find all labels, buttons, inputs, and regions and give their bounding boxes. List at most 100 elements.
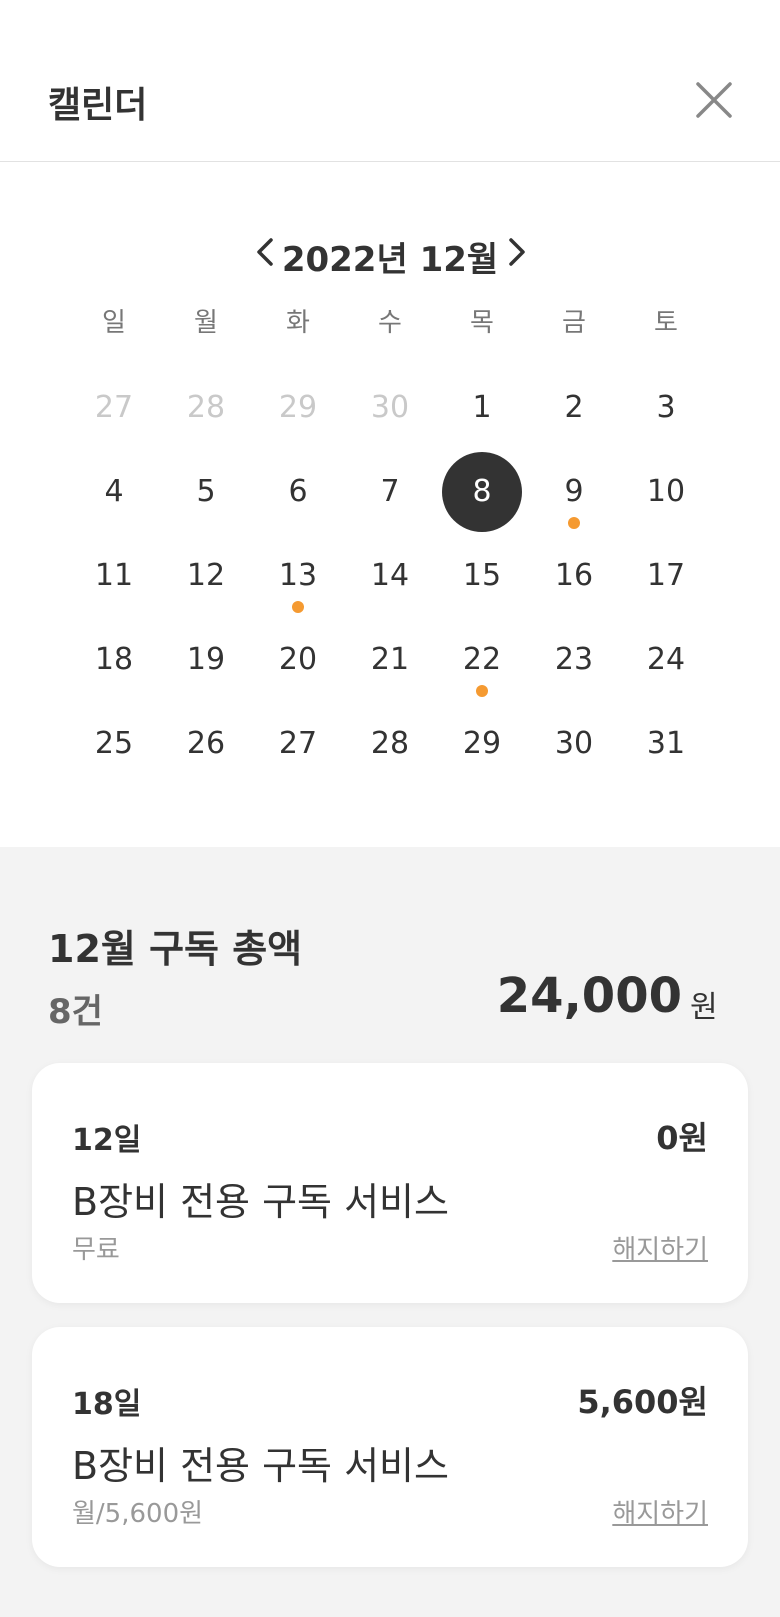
summary-count: 8건: [48, 992, 103, 1032]
day-number: 15: [462, 558, 502, 593]
day-number: 8: [472, 474, 492, 509]
calendar-day[interactable]: 25: [68, 702, 160, 786]
calendar-day[interactable]: 19: [160, 618, 252, 702]
card-price: 0원: [656, 1119, 708, 1157]
chevron-right-icon: [509, 238, 525, 266]
day-number: 10: [646, 474, 686, 509]
subscription-card: 12일 0원 B장비 전용 구독 서비스 무료 해지하기: [32, 1063, 748, 1303]
day-number: 25: [94, 726, 134, 761]
calendar-day[interactable]: 17: [620, 534, 712, 618]
card-day: 18일: [72, 1387, 142, 1422]
calendar-day[interactable]: 26: [160, 702, 252, 786]
day-number: 27: [94, 390, 134, 425]
card-plan: 월/5,600원: [72, 1499, 204, 1529]
calendar-day[interactable]: 18: [68, 618, 160, 702]
weekday-label: 수: [378, 308, 402, 338]
selected-day-highlight: [442, 452, 522, 532]
calendar-day[interactable]: 10: [620, 450, 712, 534]
header: 캘린더: [0, 0, 780, 162]
calendar-day[interactable]: 15: [436, 534, 528, 618]
calendar-day[interactable]: 7: [344, 450, 436, 534]
calendar-day[interactable]: 28: [344, 702, 436, 786]
calendar-day[interactable]: 14: [344, 534, 436, 618]
day-number: 28: [370, 726, 410, 761]
weekday-label: 목: [470, 308, 494, 338]
day-number: 13: [278, 558, 318, 593]
event-dot-indicator: [292, 601, 304, 613]
day-number: 11: [94, 558, 134, 593]
weekday-label: 금: [562, 308, 586, 338]
calendar-day[interactable]: 21: [344, 618, 436, 702]
calendar-day[interactable]: 30: [344, 366, 436, 450]
day-number: 24: [646, 642, 686, 677]
cancel-subscription-link[interactable]: 해지하기: [612, 1499, 708, 1529]
day-number: 30: [554, 726, 594, 761]
prev-month-button[interactable]: [248, 234, 284, 270]
day-number: 6: [288, 474, 308, 509]
day-number: 29: [278, 390, 318, 425]
calendar-day[interactable]: 16: [528, 534, 620, 618]
weekday-label: 월: [194, 308, 218, 338]
calendar-week: 4 5 6 7 8 9 10: [68, 450, 712, 534]
calendar-day[interactable]: 2: [528, 366, 620, 450]
day-number: 21: [370, 642, 410, 677]
calendar-day[interactable]: 24: [620, 618, 712, 702]
calendar-day[interactable]: 27: [68, 366, 160, 450]
close-icon: [696, 82, 732, 118]
summary-amount: 24,000: [496, 968, 682, 1024]
cancel-subscription-link[interactable]: 해지하기: [612, 1235, 708, 1265]
calendar-day[interactable]: 31: [620, 702, 712, 786]
month-nav: 2022년 12월: [0, 226, 780, 280]
day-number: 9: [564, 474, 584, 509]
calendar-day[interactable]: 5: [160, 450, 252, 534]
day-number: 18: [94, 642, 134, 677]
day-number: 1: [472, 390, 492, 425]
day-number: 28: [186, 390, 226, 425]
day-number: 12: [186, 558, 226, 593]
day-number: 3: [656, 390, 676, 425]
calendar-day[interactable]: 22: [436, 618, 528, 702]
calendar-day[interactable]: 30: [528, 702, 620, 786]
calendar-day[interactable]: 13: [252, 534, 344, 618]
calendar-day[interactable]: 3: [620, 366, 712, 450]
day-number: 26: [186, 726, 226, 761]
day-grid: 27 28 29 30 1 2 3 4 5 6 7 8 9 10 11 12 13 14 15 16 17 18 19 20 2…: [68, 366, 712, 786]
calendar-day[interactable]: 4: [68, 450, 160, 534]
calendar-day[interactable]: 6: [252, 450, 344, 534]
day-number: 5: [196, 474, 216, 509]
day-number: 14: [370, 558, 410, 593]
calendar-day[interactable]: 28: [160, 366, 252, 450]
day-number: 17: [646, 558, 686, 593]
chevron-left-icon: [257, 238, 273, 266]
day-number: 20: [278, 642, 318, 677]
calendar-day[interactable]: 1: [436, 366, 528, 450]
card-plan: 무료: [72, 1235, 120, 1265]
day-number: 7: [380, 474, 400, 509]
calendar-week: 18 19 20 21 22 23 24: [68, 618, 712, 702]
page-title: 캘린더: [48, 85, 148, 126]
weekday-label: 토: [654, 308, 678, 338]
calendar-day-selected[interactable]: 8: [436, 450, 528, 534]
card-day: 12일: [72, 1123, 142, 1158]
summary-title: 12월 구독 총액: [48, 927, 303, 971]
next-month-button[interactable]: [498, 234, 534, 270]
weekday-label: 일: [102, 308, 126, 338]
calendar-day[interactable]: 23: [528, 618, 620, 702]
calendar-day[interactable]: 12: [160, 534, 252, 618]
day-number: 22: [462, 642, 502, 677]
calendar-day[interactable]: 20: [252, 618, 344, 702]
event-dot-indicator: [568, 517, 580, 529]
calendar-day[interactable]: 9: [528, 450, 620, 534]
close-button[interactable]: [690, 76, 738, 124]
calendar-day[interactable]: 29: [436, 702, 528, 786]
day-number: 19: [186, 642, 226, 677]
calendar-week: 25 26 27 28 29 30 31: [68, 702, 712, 786]
calendar-day[interactable]: 29: [252, 366, 344, 450]
calendar-day[interactable]: 11: [68, 534, 160, 618]
day-number: 30: [370, 390, 410, 425]
event-dot-indicator: [476, 685, 488, 697]
calendar-day[interactable]: 27: [252, 702, 344, 786]
day-number: 31: [646, 726, 686, 761]
